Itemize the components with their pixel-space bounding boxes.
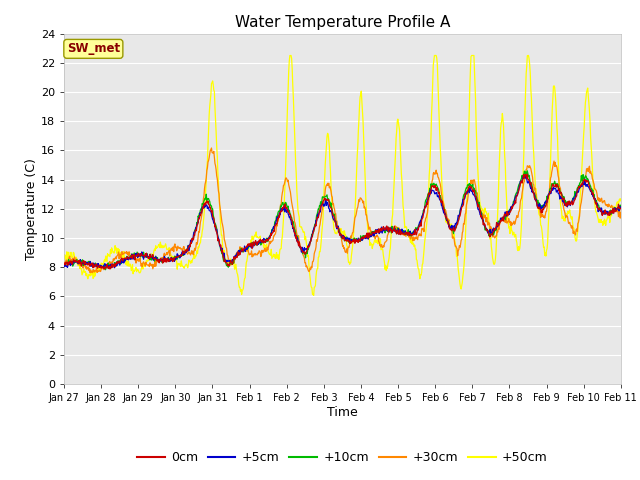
Legend: 0cm, +5cm, +10cm, +30cm, +50cm: 0cm, +5cm, +10cm, +30cm, +50cm — [132, 446, 553, 469]
X-axis label: Time: Time — [327, 406, 358, 419]
Title: Water Temperature Profile A: Water Temperature Profile A — [235, 15, 450, 30]
Y-axis label: Temperature (C): Temperature (C) — [25, 158, 38, 260]
Text: SW_met: SW_met — [67, 42, 120, 55]
